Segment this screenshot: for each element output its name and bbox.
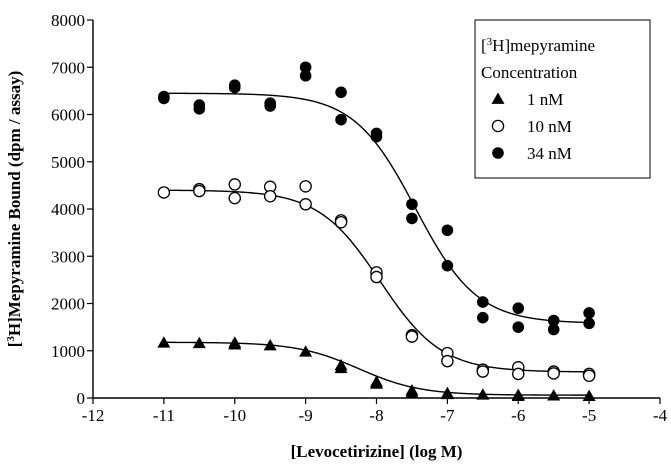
data-point: [406, 212, 418, 225]
data-point: [512, 367, 525, 381]
data-point: [193, 184, 206, 198]
data-point: [440, 387, 454, 400]
legend: [3H]mepyramine Concentration 1 nM 10 nM 34…: [474, 19, 651, 179]
legend-label: 34 nM: [527, 144, 572, 163]
data-point: [582, 389, 596, 401]
legend-marker: [491, 119, 505, 133]
data-point: [406, 198, 418, 211]
data-point: [299, 345, 313, 357]
data-point: [370, 270, 383, 284]
data-point: [547, 314, 560, 327]
data-point: [228, 338, 242, 350]
data-point: [335, 86, 347, 99]
data-point: [476, 365, 490, 378]
fit-curve: [163, 92, 590, 324]
x-tick-label: -11: [153, 406, 175, 425]
x-tick-label: -5: [582, 406, 596, 425]
x-tick-label: -4: [653, 406, 668, 425]
x-tick-label: -7: [440, 406, 455, 425]
legend-marker: [491, 92, 505, 104]
legend-label: 1 nM: [527, 90, 563, 109]
data-point: [158, 92, 170, 105]
y-tick-label: 6000: [51, 106, 85, 125]
data-point: [228, 178, 241, 191]
data-point: [477, 296, 489, 308]
data-point: [405, 330, 419, 343]
y-tick-label: 0: [77, 389, 86, 408]
legend-marker: [492, 147, 504, 159]
legend-label: 10 nM: [527, 117, 572, 136]
data-point: [547, 323, 560, 336]
data-point: [228, 191, 241, 205]
data-point: [299, 180, 312, 193]
x-tick-label: -9: [299, 406, 313, 425]
data-point: [405, 386, 419, 398]
data-point: [299, 69, 312, 82]
data-point: [299, 198, 312, 211]
data-points: [157, 61, 596, 401]
legend-title: [3H]mepyramine: [481, 36, 595, 55]
data-point: [441, 259, 454, 272]
y-tick-label: 1000: [51, 342, 85, 361]
data-point: [334, 361, 348, 374]
data-point: [335, 113, 347, 126]
data-point: [263, 339, 277, 351]
data-point: [370, 130, 383, 143]
data-point: [263, 189, 277, 203]
y-tick-label: 7000: [51, 58, 85, 77]
data-point: [192, 336, 206, 349]
axes: -12 -11 -10 -9 -8 -7 -6 -5 -4 0 1000 2000 3000 4000 50…: [51, 11, 668, 425]
y-axis-title: [3H]Mepyramine Bound (dpm / assay): [5, 71, 24, 348]
y-tick-label: 5000: [51, 153, 85, 172]
y-tick-label: 4000: [51, 200, 85, 219]
data-point: [512, 302, 525, 315]
x-tick-label: -12: [82, 406, 105, 425]
legend-items: 1 nM 10 nM 34 nM: [491, 90, 572, 163]
y-tick-label: 3000: [51, 247, 85, 266]
data-point: [157, 186, 171, 199]
data-point: [299, 61, 312, 74]
y-tick-label: 2000: [51, 295, 85, 314]
x-tick-label: -8: [369, 406, 383, 425]
x-tick-label: -10: [223, 406, 246, 425]
data-point: [547, 367, 560, 380]
data-point: [334, 215, 348, 229]
x-axis-title: [Levocetirizine] (log M): [291, 442, 463, 461]
legend-box: [474, 19, 651, 179]
x-tick-label: -6: [511, 406, 525, 425]
data-point: [264, 100, 276, 112]
data-point: [512, 321, 525, 333]
data-point: [370, 377, 383, 389]
data-point: [547, 389, 561, 401]
legend-title-line2: Concentration: [481, 63, 578, 82]
data-point: [441, 224, 454, 237]
data-point: [511, 389, 525, 401]
data-point: [193, 103, 206, 115]
data-point: [582, 369, 596, 383]
data-point: [228, 81, 241, 94]
data-point: [477, 311, 489, 324]
data-point: [157, 336, 171, 348]
data-point: [583, 317, 595, 330]
y-tick-label: 8000: [51, 11, 85, 30]
data-point: [583, 307, 595, 319]
data-point: [441, 354, 454, 368]
data-point: [476, 388, 490, 400]
